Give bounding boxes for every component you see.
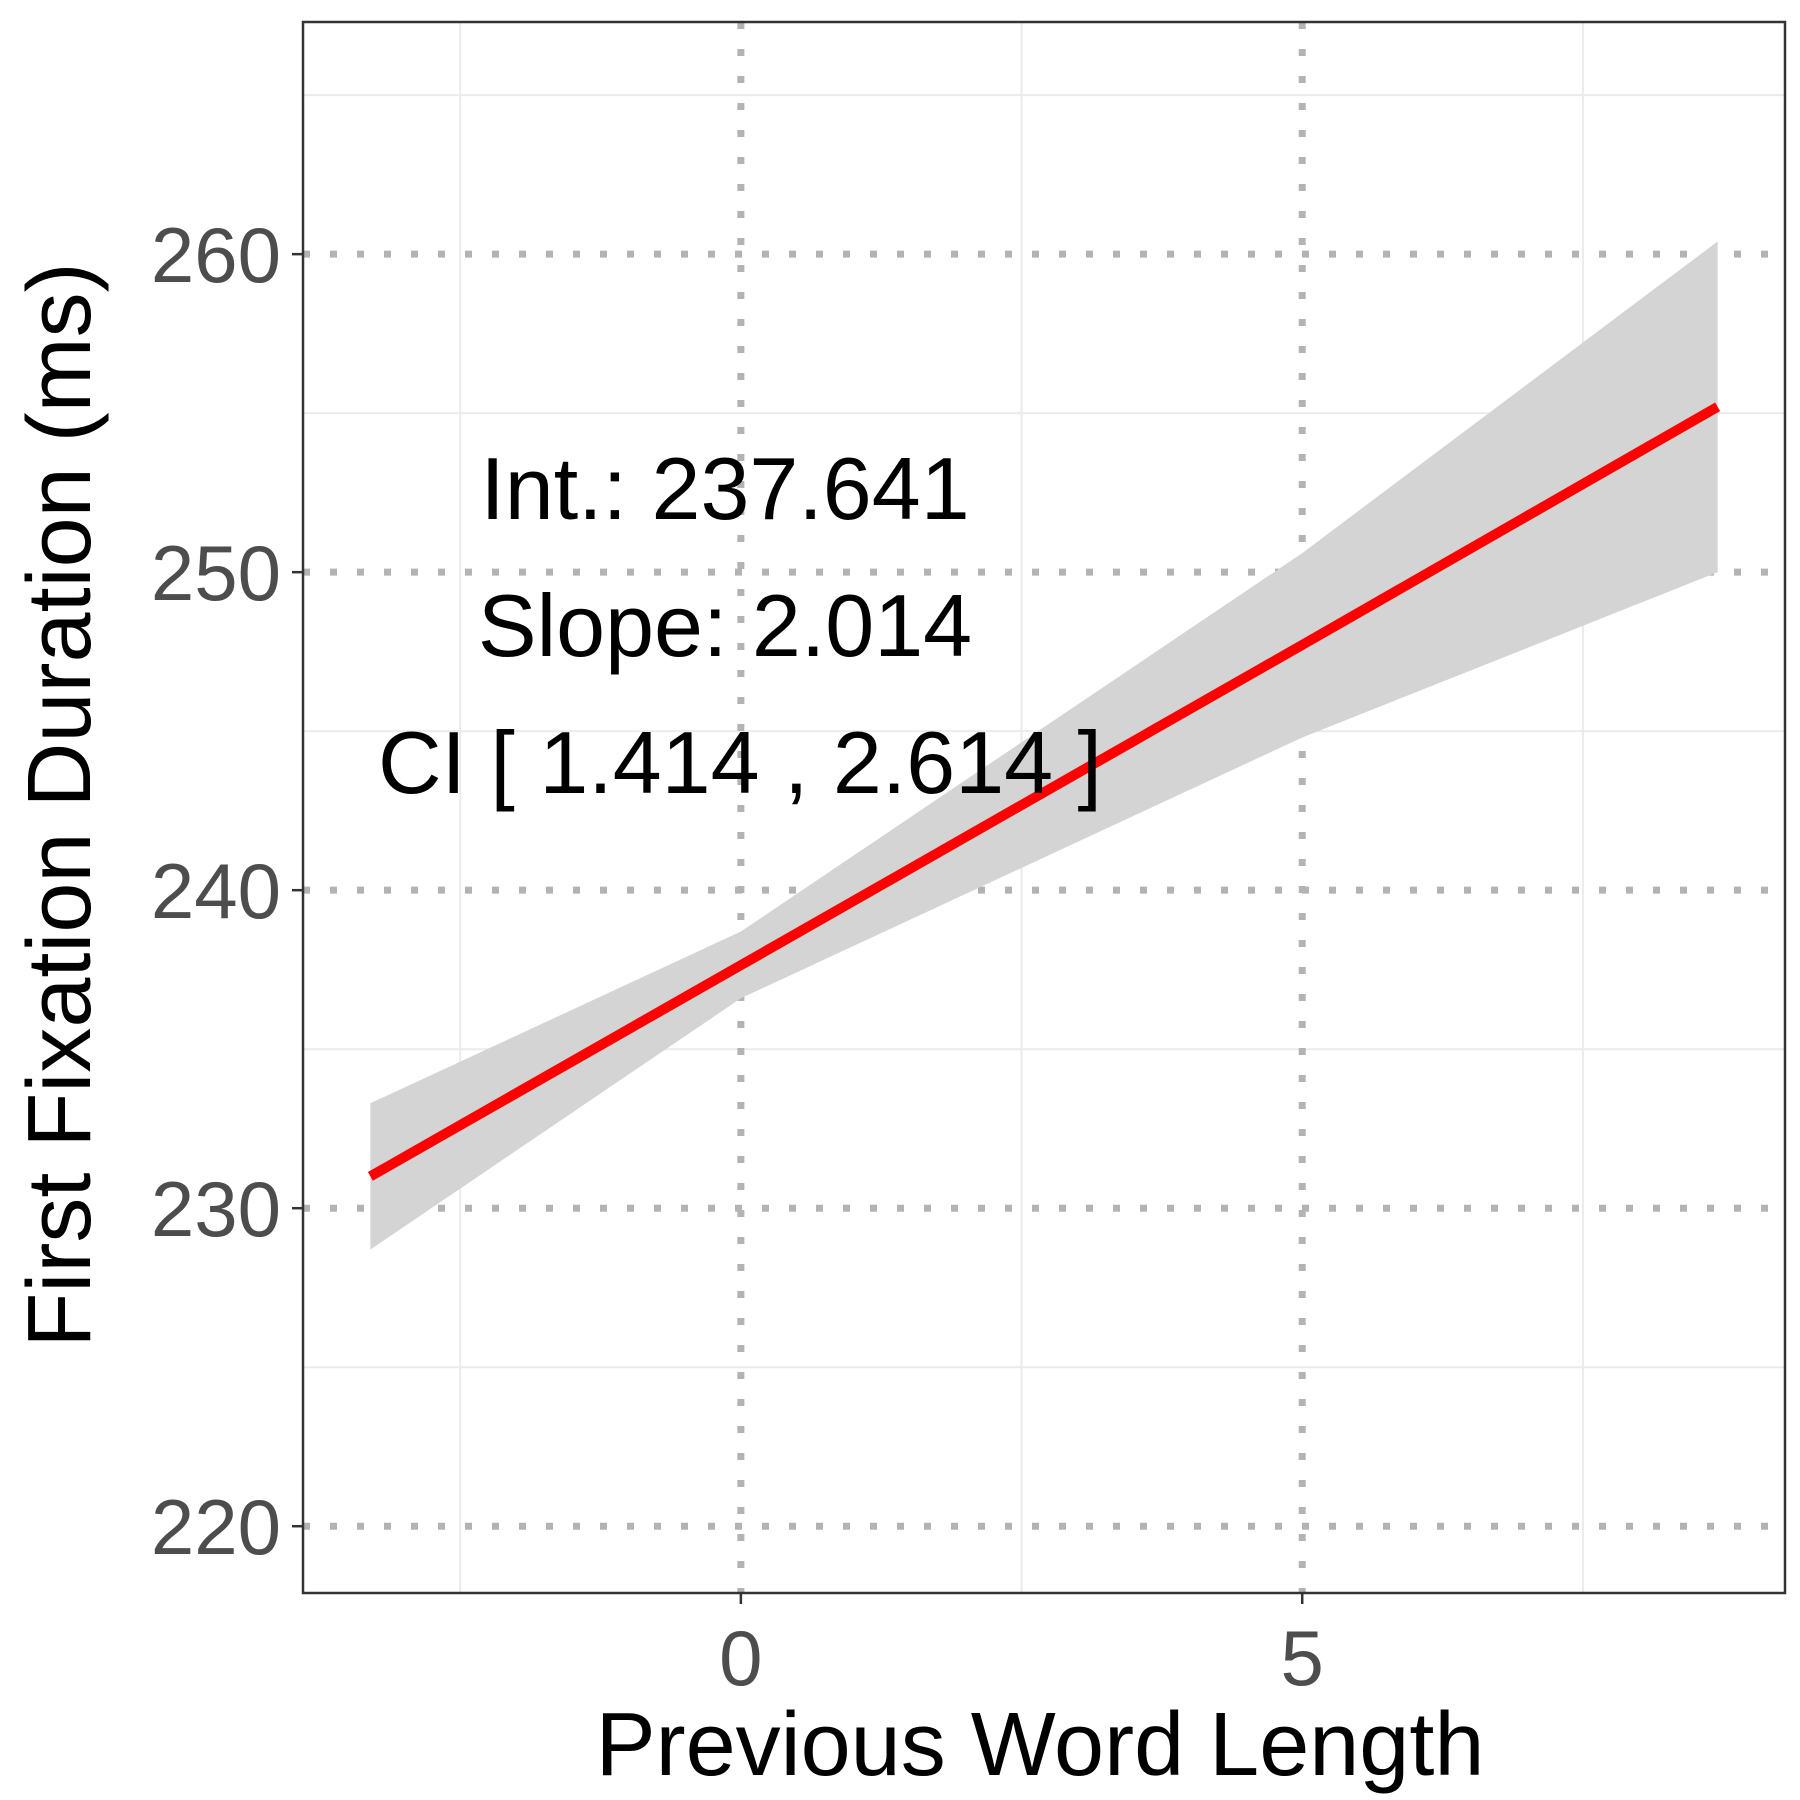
y-tick-label-2: 240: [151, 847, 281, 935]
annotation-intercept: Int.: 237.641: [480, 439, 969, 538]
y-axis-title: First Fixation Duration (ms): [10, 262, 110, 1347]
x-axis-title: Previous Word Length: [596, 1695, 1485, 1795]
confidence-ribbon-layer: [370, 241, 1718, 1250]
x-tick-label-1: 5: [1281, 1614, 1324, 1702]
annotation-ci: CI [ 1.414 , 2.614 ]: [378, 713, 1102, 812]
regression-line-layer: [367, 402, 1721, 1181]
y-tick-label-0: 220: [151, 1483, 281, 1571]
y-tick-label-3: 250: [151, 529, 281, 617]
y-axis-ticks: 220 230 240 250 260: [151, 211, 303, 1571]
panel-border: [301, 20, 1787, 1595]
regression-line: [367, 402, 1721, 1181]
annotation-slope: Slope: 2.014: [478, 576, 972, 675]
y-tick-label-4: 260: [151, 211, 281, 299]
y-tick-label-1: 230: [151, 1165, 281, 1253]
major-grid: [303, 22, 1785, 1593]
confidence-ribbon: [370, 241, 1718, 1250]
x-tick-label-0: 0: [719, 1614, 762, 1702]
